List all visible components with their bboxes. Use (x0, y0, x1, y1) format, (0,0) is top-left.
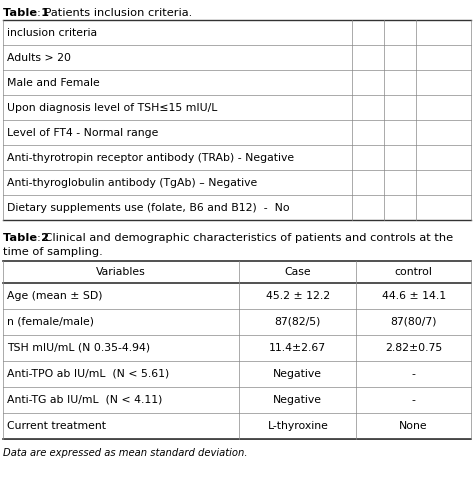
Text: Negative: Negative (273, 395, 322, 405)
Text: Negative: Negative (273, 369, 322, 379)
Text: Variables: Variables (96, 267, 146, 277)
Text: control: control (395, 267, 433, 277)
Text: Anti-TG ab IU/mL  (N < 4.11): Anti-TG ab IU/mL (N < 4.11) (7, 395, 163, 405)
Text: : Clinical and demographic characteristics of patients and controls at the: : Clinical and demographic characteristi… (37, 233, 453, 243)
Text: n (female/male): n (female/male) (7, 317, 94, 327)
Text: Anti-TPO ab IU/mL  (N < 5.61): Anti-TPO ab IU/mL (N < 5.61) (7, 369, 169, 379)
Text: Upon diagnosis level of TSH≤15 mIU/L: Upon diagnosis level of TSH≤15 mIU/L (7, 103, 218, 113)
Text: Anti-thyroglobulin antibody (TgAb) – Negative: Anti-thyroglobulin antibody (TgAb) – Neg… (7, 178, 257, 187)
Text: TSH mIU/mL (N 0.35-4.94): TSH mIU/mL (N 0.35-4.94) (7, 343, 150, 353)
Text: -: - (412, 369, 416, 379)
Text: -: - (412, 395, 416, 405)
Text: time of sampling.: time of sampling. (3, 247, 103, 257)
Text: Male and Female: Male and Female (7, 78, 100, 88)
Text: 11.4±2.67: 11.4±2.67 (269, 343, 327, 353)
Text: L-thyroxine: L-thyroxine (267, 421, 328, 431)
Text: 87(82/5): 87(82/5) (274, 317, 321, 327)
Text: None: None (400, 421, 428, 431)
Text: Table 1: Table 1 (3, 8, 49, 18)
Text: Table 2: Table 2 (3, 233, 49, 243)
Text: Level of FT4 - Normal range: Level of FT4 - Normal range (7, 127, 158, 137)
Text: inclusion criteria: inclusion criteria (7, 27, 97, 37)
Text: Age (mean ± SD): Age (mean ± SD) (7, 291, 102, 301)
Text: Data are expressed as mean standard deviation.: Data are expressed as mean standard devi… (3, 448, 247, 458)
Text: Anti-thyrotropin receptor antibody (TRAb) - Negative: Anti-thyrotropin receptor antibody (TRAb… (7, 152, 294, 162)
Text: 44.6 ± 14.1: 44.6 ± 14.1 (382, 291, 446, 301)
Text: : Patients inclusion criteria.: : Patients inclusion criteria. (37, 8, 192, 18)
Text: 87(80/7): 87(80/7) (391, 317, 437, 327)
Text: Dietary supplements use (folate, B6 and B12)  -  No: Dietary supplements use (folate, B6 and … (7, 203, 290, 213)
Text: Case: Case (284, 267, 311, 277)
Text: Current treatment: Current treatment (7, 421, 106, 431)
Text: 2.82±0.75: 2.82±0.75 (385, 343, 442, 353)
Text: 45.2 ± 12.2: 45.2 ± 12.2 (266, 291, 330, 301)
Text: Adults > 20: Adults > 20 (7, 53, 71, 62)
